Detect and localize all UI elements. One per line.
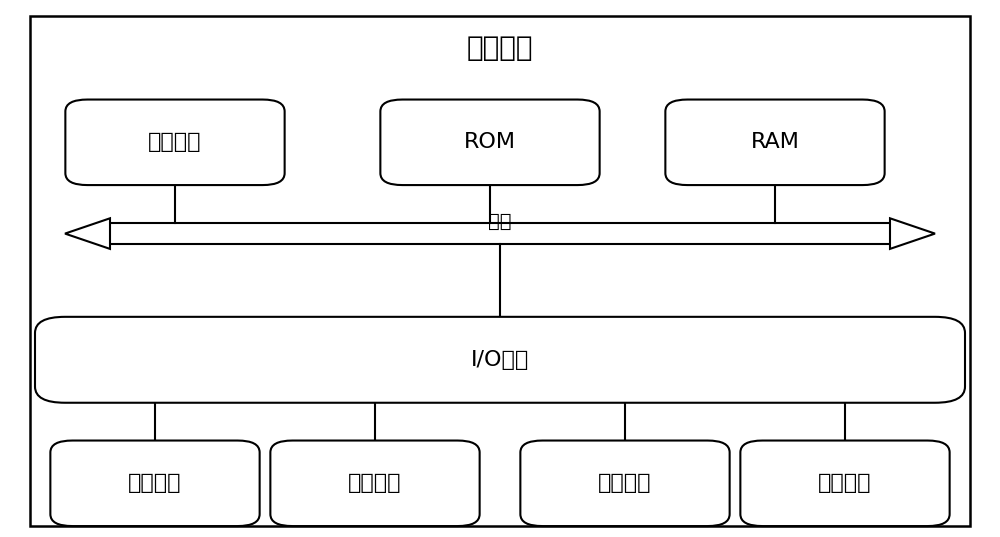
FancyBboxPatch shape (665, 99, 885, 185)
Text: 处理装置: 处理装置 (148, 132, 202, 153)
FancyBboxPatch shape (35, 317, 965, 403)
FancyBboxPatch shape (270, 440, 480, 526)
FancyBboxPatch shape (65, 99, 285, 185)
Text: 存储装置: 存储装置 (598, 473, 652, 494)
FancyBboxPatch shape (380, 99, 600, 185)
Text: I/O接口: I/O接口 (471, 350, 529, 370)
Text: 总线: 总线 (488, 212, 512, 231)
Text: 电子设备: 电子设备 (467, 34, 533, 62)
Text: ROM: ROM (464, 132, 516, 153)
Text: 输出装置: 输出装置 (348, 473, 402, 494)
Polygon shape (890, 219, 935, 249)
Text: 通信装置: 通信装置 (818, 473, 872, 494)
Polygon shape (65, 219, 110, 249)
FancyBboxPatch shape (740, 440, 950, 526)
Text: RAM: RAM (751, 132, 799, 153)
Text: 输入装置: 输入装置 (128, 473, 182, 494)
FancyBboxPatch shape (520, 440, 730, 526)
FancyBboxPatch shape (50, 440, 260, 526)
FancyBboxPatch shape (30, 16, 970, 526)
